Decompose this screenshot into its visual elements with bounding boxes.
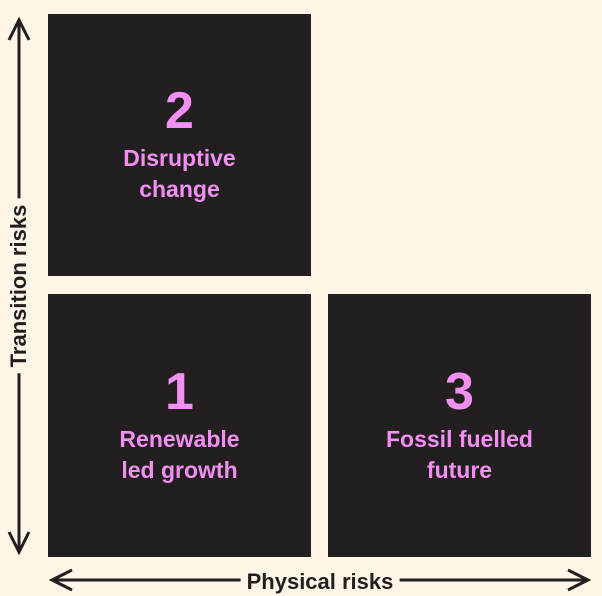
y-axis-arrow-up — [7, 16, 31, 41]
scenario-1-box: 1 Renewable led growth — [48, 294, 311, 557]
scenario-3-box: 3 Fossil fuelled future — [328, 294, 591, 557]
scenario-1-number: 1 — [165, 362, 194, 421]
scenario-1-label: Renewable led growth — [119, 425, 240, 483]
x-axis-arrow-left — [48, 568, 73, 592]
x-axis-arrow-right — [567, 568, 592, 592]
scenario-2-label: Disruptive change — [123, 145, 236, 202]
y-axis-arrow-down — [7, 531, 31, 556]
x-axis-label: Physical risks — [240, 571, 400, 593]
scenario-3-number: 3 — [445, 362, 474, 421]
scenario-2-box: 2 Disruptive change — [48, 14, 311, 276]
scenario-2-number: 2 — [165, 82, 194, 141]
y-axis-label: Transition risks — [6, 198, 31, 374]
scenario-3-label: Fossil fuelled future — [386, 425, 533, 483]
